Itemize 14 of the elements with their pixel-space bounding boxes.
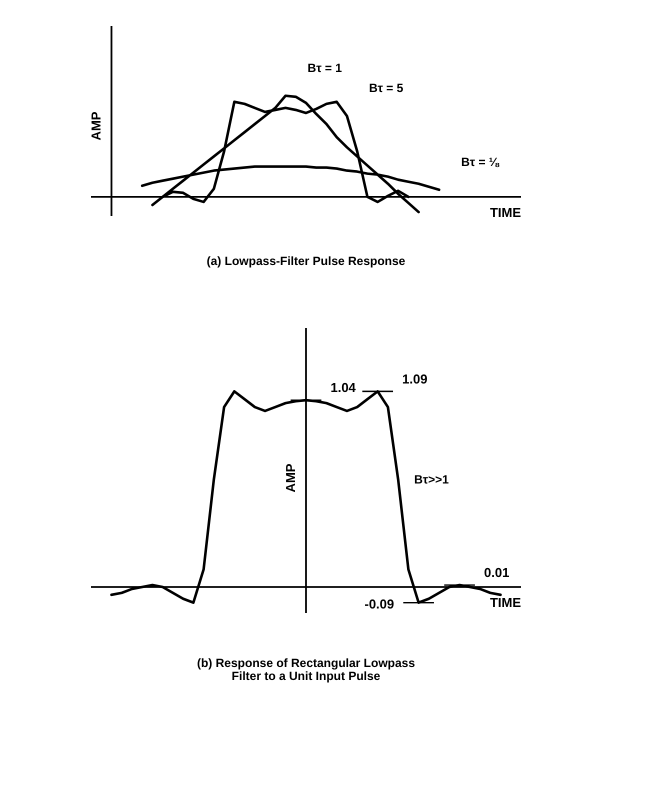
annotation: -0.09 (364, 596, 394, 612)
text: Bτ = 5 (368, 80, 404, 95)
y-axis-title: AMP (88, 111, 104, 140)
text: (a) Lowpass-Filter Pulse Response (206, 254, 406, 268)
x-axis-title: TIME (490, 595, 522, 610)
text: Bτ = ⅛ (461, 154, 500, 169)
text: 1.09 (402, 371, 428, 386)
annotation: 1.04 (330, 380, 357, 396)
y-axis-title: AMP (283, 463, 298, 492)
annotation: 0.01 (484, 565, 510, 580)
text: (b) Response of Rectangular Lowpass Filter to a Unit Input Pulse (196, 656, 416, 683)
x-axis-title: TIME (490, 204, 522, 220)
text: Bτ = 1 (308, 60, 342, 75)
series-label: Bτ>>1 (414, 472, 450, 486)
